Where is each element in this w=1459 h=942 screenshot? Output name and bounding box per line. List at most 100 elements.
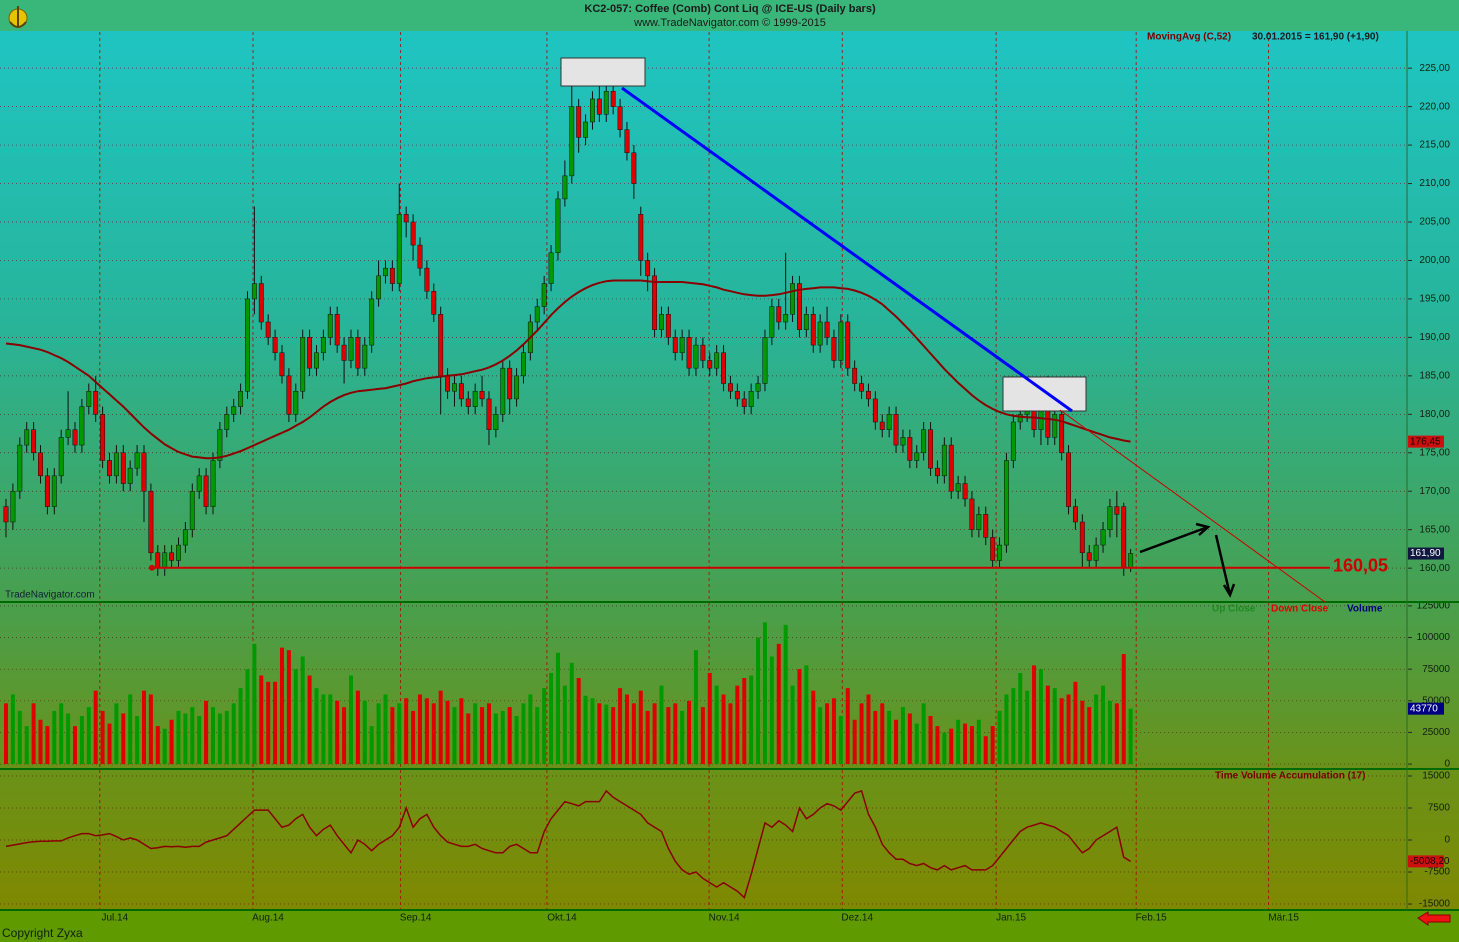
candle-body xyxy=(465,398,471,407)
volume-bar xyxy=(776,643,781,765)
candle-body xyxy=(1072,506,1078,523)
volume-bar xyxy=(300,656,305,765)
candle-body xyxy=(769,306,775,338)
scroll-arrow[interactable] xyxy=(1417,911,1451,926)
x-tick-label: Aug.14 xyxy=(252,913,284,924)
volume-bar xyxy=(1025,690,1030,765)
last-value-box xyxy=(1408,855,1444,868)
candle-body xyxy=(728,383,733,392)
candle-body xyxy=(196,475,202,492)
volume-bar xyxy=(845,688,850,765)
volume-bar xyxy=(376,703,381,765)
candle-body xyxy=(189,490,195,530)
y-tick-label: 125000 xyxy=(1417,601,1451,612)
candle-body xyxy=(1010,421,1016,461)
y-tick-label: 165,00 xyxy=(1419,524,1450,535)
candle-body xyxy=(355,337,361,369)
volume-bar xyxy=(631,703,636,765)
volume-bar xyxy=(590,698,595,765)
volume-bar xyxy=(976,719,981,765)
candle-body xyxy=(31,429,37,454)
volume-bar xyxy=(783,624,788,765)
candle-body xyxy=(755,383,761,392)
volume-bar xyxy=(1004,694,1009,765)
candle-body xyxy=(300,337,306,392)
candle-body xyxy=(479,390,485,400)
volume-bar xyxy=(197,715,202,765)
volume-bar xyxy=(983,736,988,765)
volume-bar xyxy=(162,728,167,765)
candle-body xyxy=(1100,529,1106,546)
candle-body xyxy=(659,314,664,330)
volume-bar xyxy=(949,728,954,765)
candle-body xyxy=(652,275,658,330)
candle-body xyxy=(327,314,333,338)
candle-body xyxy=(507,367,513,400)
last-value-label: 43770 xyxy=(1410,703,1438,714)
y-tick-label: 170,00 xyxy=(1419,486,1450,497)
x-tick-label: Sep.14 xyxy=(400,913,432,924)
last-value-label: -5008,20 xyxy=(1410,856,1450,867)
moving-average xyxy=(5,279,1131,460)
volume-bar xyxy=(624,694,629,765)
volume-bar xyxy=(66,713,71,765)
candle-body xyxy=(665,314,671,338)
candle-body xyxy=(217,429,223,461)
candle-body xyxy=(1052,414,1058,438)
candle-body xyxy=(231,406,237,415)
volume-bar xyxy=(438,690,443,765)
candle-body xyxy=(879,421,885,430)
volume-bar xyxy=(1121,653,1126,765)
highlight-box xyxy=(560,57,646,87)
volume-bar xyxy=(452,707,457,765)
trend-extension xyxy=(1059,409,1326,603)
candle-body xyxy=(955,483,961,492)
y-tick-label: 195,00 xyxy=(1419,294,1450,305)
candle-body xyxy=(1017,414,1023,423)
candle-body xyxy=(44,475,50,507)
support-label: 160,05 xyxy=(1333,556,1388,576)
candle-body xyxy=(293,390,299,415)
volume-bar xyxy=(210,707,215,765)
volume-bar xyxy=(666,707,671,765)
candle-body xyxy=(617,106,623,130)
y-tick-label: -15000 xyxy=(1419,899,1451,910)
candle-body xyxy=(493,414,499,430)
volume-bar xyxy=(424,698,429,765)
y-tick-label: 190,00 xyxy=(1419,332,1450,343)
volume-bar xyxy=(618,688,623,765)
volume-bar xyxy=(569,662,574,765)
candle-body xyxy=(279,352,285,377)
candle-body xyxy=(134,452,140,469)
volume-bar xyxy=(535,707,540,765)
candle-body xyxy=(120,452,126,484)
volume-bar xyxy=(486,703,491,765)
y-tick-label: 0 xyxy=(1444,759,1450,770)
candle-body xyxy=(458,383,464,400)
candle-body xyxy=(86,390,92,407)
volume-bar xyxy=(17,710,22,765)
volume-bar xyxy=(86,707,91,765)
candle-body xyxy=(93,390,99,415)
candle-body xyxy=(941,444,947,477)
volume-bar xyxy=(1101,685,1106,765)
volume-bar xyxy=(321,694,326,765)
candle-body xyxy=(734,390,740,400)
volume-bar xyxy=(583,695,588,765)
y-tick-label: 200,00 xyxy=(1419,255,1450,266)
candle-body xyxy=(983,514,989,538)
volume-bar xyxy=(549,672,554,765)
candle-body xyxy=(721,352,727,384)
candle-body xyxy=(314,352,319,369)
y-tick-label: 225,00 xyxy=(1419,63,1450,74)
volume-bar xyxy=(259,675,264,765)
candle-body xyxy=(38,452,43,477)
highlight-box xyxy=(1002,376,1087,412)
candle-body xyxy=(410,221,416,246)
volume-bar xyxy=(611,707,616,765)
volume-bar xyxy=(742,678,747,765)
volume-bar xyxy=(873,710,878,765)
volume-bar xyxy=(555,652,560,765)
volume-bar xyxy=(1045,685,1050,765)
